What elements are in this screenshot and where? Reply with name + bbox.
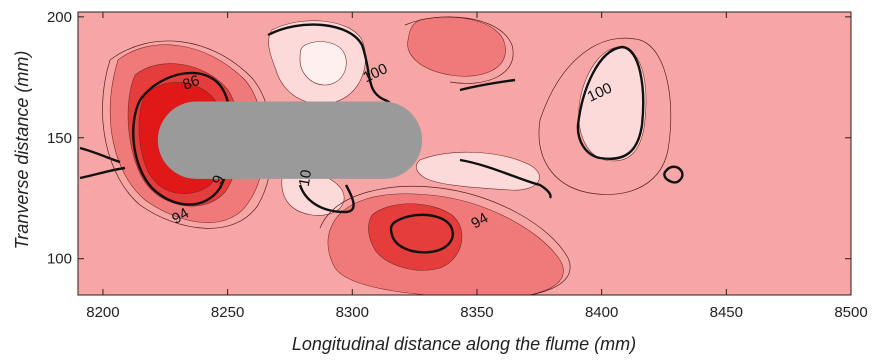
contour-line-small-ring	[663, 165, 684, 184]
contour-line-100-right	[576, 45, 645, 161]
y-axis-title: Tranverse distance (mm)	[12, 51, 32, 250]
x-tick-label: 8200	[86, 304, 119, 321]
contour-line-left-edge	[79, 146, 126, 180]
contour-line-thin-2	[319, 186, 571, 295]
plot-frame	[77, 11, 852, 296]
contour-label: 94	[468, 209, 491, 232]
y-tick-label: 150	[47, 130, 72, 147]
y-tick-label: 200	[47, 9, 72, 26]
mid-region-top	[407, 16, 506, 77]
contour-line-thin-3	[538, 37, 672, 195]
contour-line-center-right-segment	[459, 158, 552, 199]
x-tick-label: 8250	[211, 304, 244, 321]
contour-label: 94	[169, 205, 192, 228]
y-tick-label: 100	[47, 251, 72, 268]
contour-line-top-right-segment	[459, 78, 516, 92]
contour-label: 10	[296, 168, 316, 187]
x-tick-label: 8450	[710, 304, 743, 321]
x-tick-label: 8400	[585, 304, 618, 321]
x-axis-title: Longitudinal distance along the flume (m…	[292, 334, 636, 354]
light-region-center	[416, 151, 540, 191]
x-tick-label: 8300	[336, 304, 369, 321]
obstacle	[157, 101, 423, 179]
x-tick-label: 8350	[460, 304, 493, 321]
contour-label: 86	[180, 72, 201, 94]
contour-line-86	[132, 71, 233, 206]
contour-line-thin-1	[102, 40, 273, 229]
deeper-region-bottom	[368, 203, 463, 271]
light-region-right	[578, 46, 647, 162]
x-tick-label: 8500	[834, 304, 867, 321]
contour-line-94-bottom	[389, 213, 454, 254]
contour-line-100-center	[298, 184, 355, 214]
lighter-region-top	[299, 41, 347, 86]
contour-line-thin-4	[404, 16, 514, 84]
